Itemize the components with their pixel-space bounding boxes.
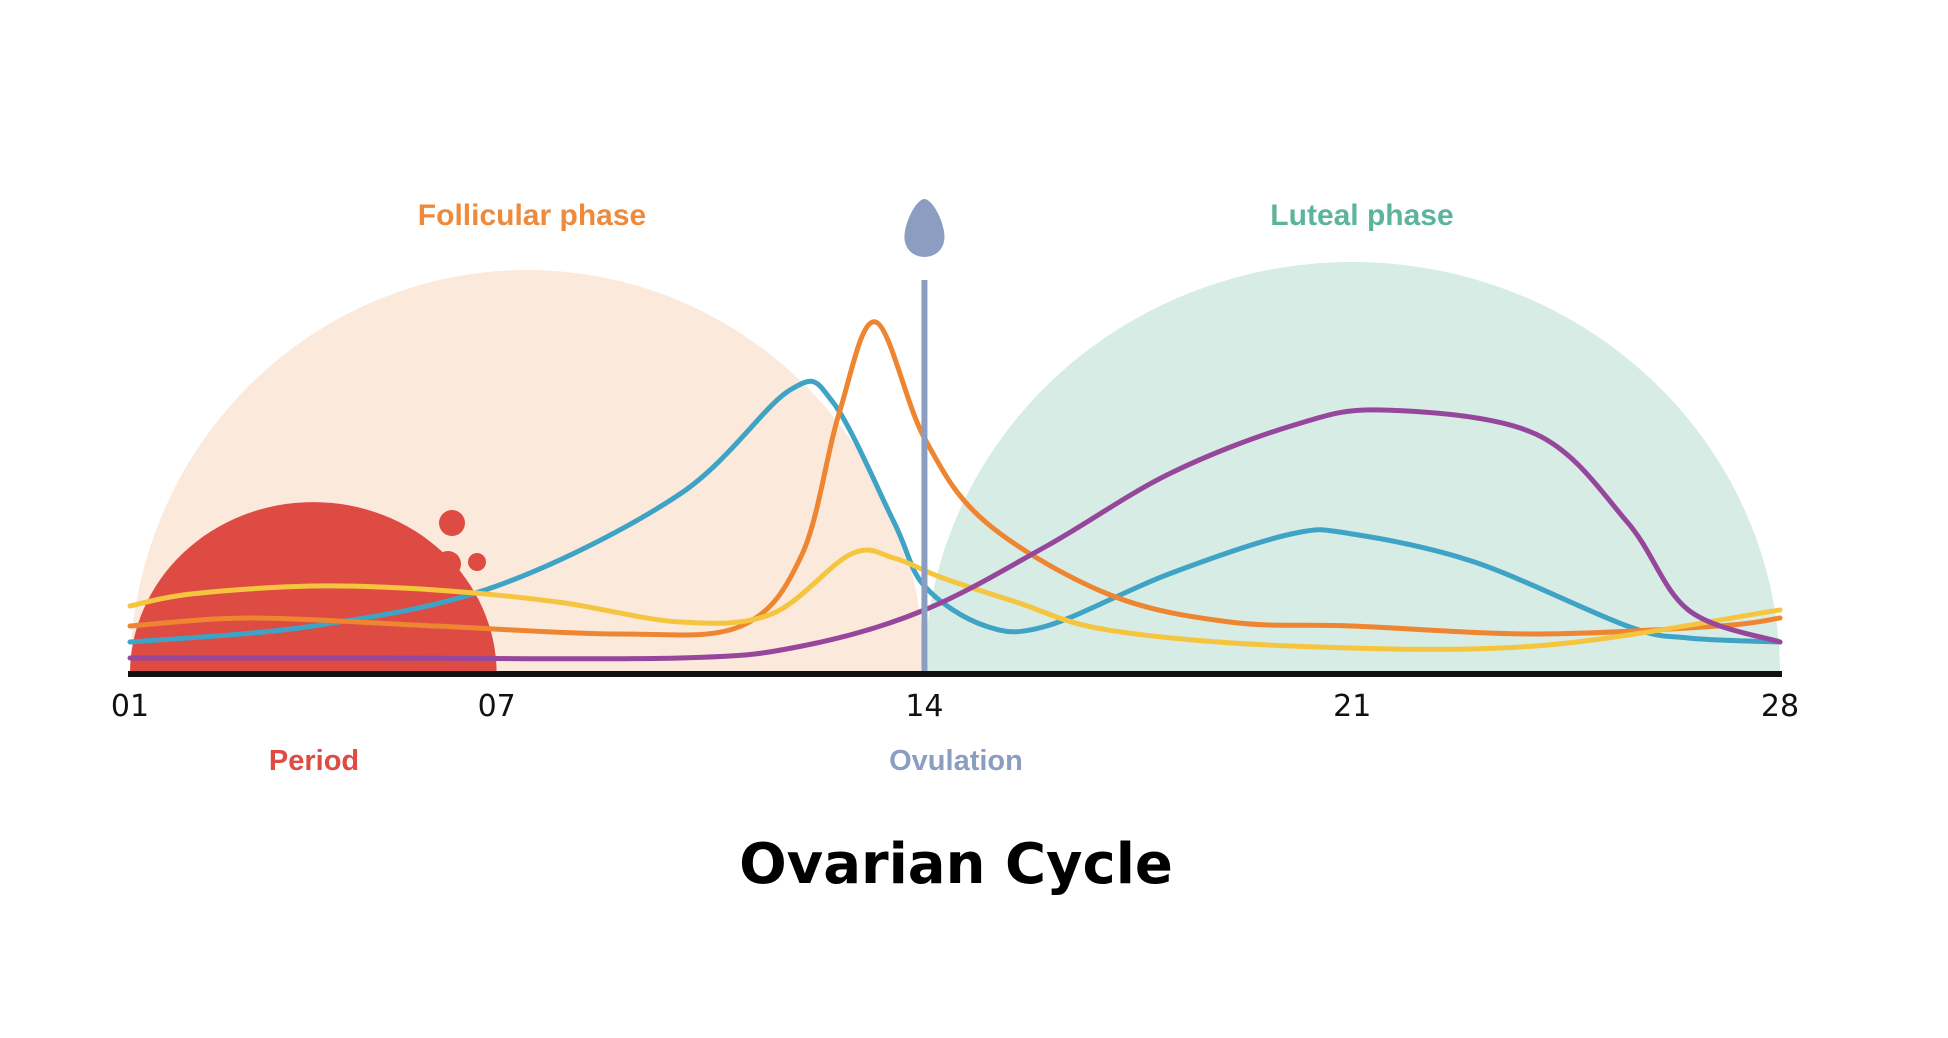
x-tick-label: 01: [111, 689, 149, 724]
luteal-phase-area: [924, 262, 1780, 674]
follicular-phase-label: Follicular phase: [418, 199, 646, 232]
luteal-phase-label: Luteal phase: [1270, 199, 1453, 232]
blood-drops-icon: [435, 510, 486, 577]
ovulation-label: Ovulation: [889, 745, 1023, 777]
yellow-hormone-line: [127, 547, 1783, 652]
egg-drop-icon: [904, 199, 945, 257]
hormone-series-group: [127, 319, 1783, 662]
orange-hormone-line: [127, 319, 1783, 638]
x-tick-label: 07: [478, 689, 516, 724]
x-tick-label: 21: [1333, 689, 1371, 724]
blue-hormone-line: [127, 378, 1783, 645]
purple-hormone-line: [127, 407, 1783, 662]
x-tick-label: 28: [1761, 689, 1799, 724]
x-tick-label: 14: [905, 689, 943, 724]
chart-title: Ovarian Cycle: [739, 832, 1173, 897]
period-label: Period: [269, 745, 359, 777]
x-axis-ticks: 01 07 14 21 28: [111, 689, 1799, 724]
